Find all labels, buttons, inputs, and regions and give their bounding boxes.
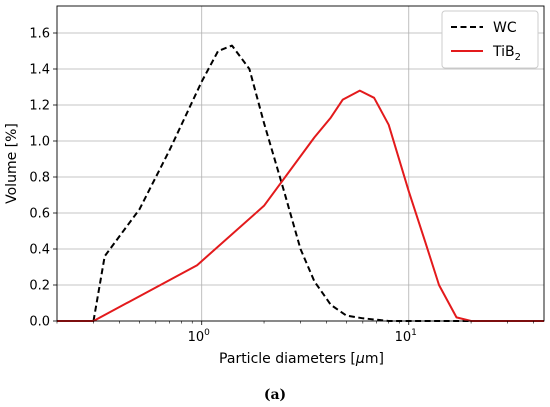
x-axis-label-prefix: Particle diameters [ [219,351,356,367]
x-tick-label-base: 10 [188,330,205,345]
legend-label-tib2: TiB2 [492,44,521,63]
y-tick-label: 1.0 [29,135,50,150]
y-tick-label: 0.6 [29,207,50,222]
y-tick-label: 0.8 [29,171,50,186]
y-tick-label: 0.4 [29,243,50,258]
y-tick-label: 1.6 [29,27,50,42]
y-tick-label: 1.4 [29,63,50,78]
x-axis-label-suffix: m] [365,351,384,367]
legend-label-wc: WC [493,20,517,36]
series-lines [57,44,544,322]
x-tick-label-base: 10 [395,330,412,345]
y-tick-label: 1.2 [29,99,50,114]
y-tick-label: 0.0 [29,315,50,330]
x-tick-label-exponent: 0 [204,328,210,338]
x-axis-label: Particle diameters [μm] [219,351,384,367]
legend: WC TiB2 [441,10,539,69]
x-tick-label: 100 [188,328,211,345]
grid-lines [57,6,544,322]
series-line-wc [92,44,544,322]
y-axis-label: Volume [%] [4,123,20,204]
legend-label-tib2-sub: 2 [515,52,521,63]
legend-label-wc-base: WC [493,20,517,36]
series-line-tib2 [57,89,544,322]
y-tick-label: 0.2 [29,279,50,294]
x-axis-ticks: 100 101 [56,321,534,345]
figure-caption: (a) [264,387,286,403]
x-tick-label-exponent: 1 [411,328,417,338]
y-axis-ticks: 0.0 0.2 0.4 0.6 0.8 1.0 1.2 1.4 1.6 [29,27,57,330]
legend-label-tib2-base: TiB [492,44,515,60]
legend-box [441,10,539,69]
x-tick-label: 101 [395,328,417,345]
x-axis-label-unit: μ [355,351,365,367]
